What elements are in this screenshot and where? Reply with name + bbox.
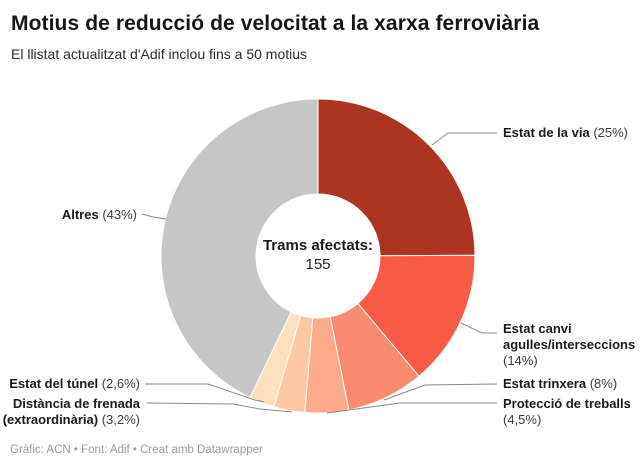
segment-estat-canvi[interactable] <box>357 254 476 377</box>
connector-altres <box>141 213 167 220</box>
page-title: Motius de reducció de velocitat a la xar… <box>11 12 540 35</box>
segment-estat-via[interactable] <box>317 98 476 257</box>
label-distancia-frenada: Distància de frenada (extraordinària) (3,… <box>2 396 140 427</box>
label-estat-canvi: Estat canvi agulles/interseccions (14%) <box>503 321 636 368</box>
connector-estat-tunel <box>145 383 265 403</box>
label-estat-via: Estat de la via (25%) <box>503 125 629 140</box>
segment-altres[interactable] <box>160 98 319 399</box>
connector-distancia-frenada <box>146 402 293 413</box>
donut-segments <box>160 98 476 414</box>
label-altres: Altres (43%) <box>61 207 137 222</box>
center-label-title: Trams afectats: <box>262 237 374 254</box>
label-proteccio-treballs: Protecció de treballs (4,5%) <box>503 396 631 427</box>
page-subtitle: El llistat actualitzat d'Adif inclou fin… <box>11 46 308 62</box>
connector-estat-via <box>431 132 497 146</box>
label-estat-trinxera: Estat trinxera (8%) <box>503 376 618 391</box>
donut-center-label: Trams afectats: 155 <box>228 236 408 274</box>
connector-proteccio-treballs <box>326 402 497 414</box>
connector-estat-trinxera <box>383 383 498 401</box>
connector-estat-canvi <box>460 322 497 334</box>
center-label-value: 155 <box>305 256 331 273</box>
connector-lines <box>141 132 498 414</box>
label-estat-tunel: Estat del túnel (2,6%) <box>9 376 140 391</box>
attribution-text: Gràfic: ACN • Font: Adif • Creat amb Dat… <box>10 444 263 456</box>
